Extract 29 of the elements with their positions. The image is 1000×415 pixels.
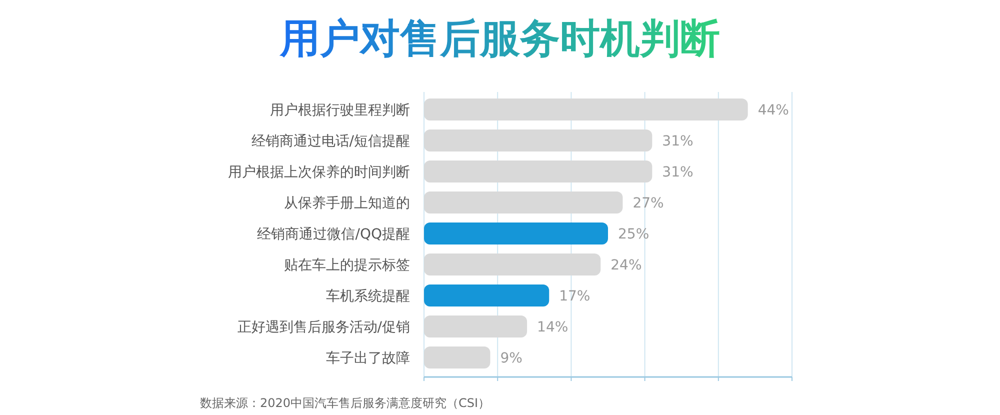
y-tick-label: 车子出了故障 [326, 350, 410, 366]
y-tick-label: 车机系统提醒 [326, 288, 410, 304]
data-label: 44% [758, 102, 789, 118]
bar [424, 254, 601, 276]
source-note: 数据来源：2020中国汽车售后服务满意度研究（CSI） [200, 396, 490, 410]
bar [424, 284, 550, 306]
y-tick-label: 贴在车上的提示标签 [284, 258, 410, 274]
data-label: 25% [618, 226, 650, 242]
bar [424, 192, 623, 214]
bar [424, 160, 652, 182]
data-label: 17% [559, 288, 590, 304]
y-tick-label: 用户根据行驶里程判断 [270, 102, 410, 118]
bar [424, 346, 490, 368]
y-tick-label: 经销商通过电话/短信提醒 [251, 134, 410, 150]
data-label: 14% [537, 320, 568, 336]
bar [424, 98, 748, 120]
bar [424, 222, 608, 244]
data-label: 31% [662, 164, 694, 180]
bar [424, 316, 528, 338]
y-tick-label: 经销商通过微信/QQ提醒 [257, 226, 410, 242]
data-label: 31% [662, 134, 694, 150]
y-tick-label: 正好遇到售后服务活动/促销 [237, 320, 410, 336]
data-label: 24% [610, 258, 642, 274]
bar [424, 130, 652, 152]
data-label: 9% [500, 350, 522, 366]
data-label: 27% [632, 196, 664, 212]
chart-title: 用户对售后服务时机判断 [279, 16, 720, 62]
y-tick-label: 用户根据上次保养的时间判断 [228, 164, 410, 180]
y-tick-label: 从保养手册上知道的 [284, 196, 410, 212]
